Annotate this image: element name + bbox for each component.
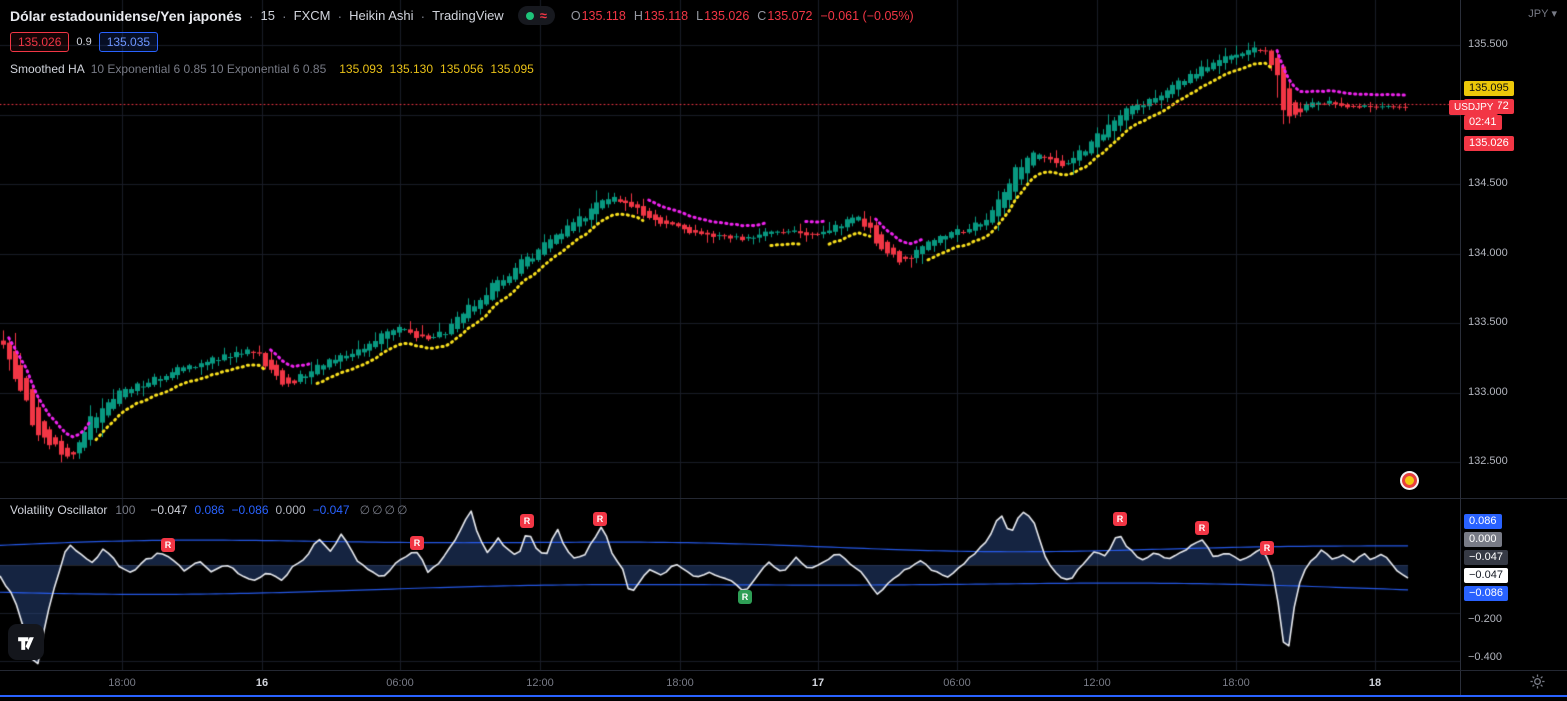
signal-marker: R <box>161 538 175 552</box>
indicator-value: 135.095 <box>490 62 534 76</box>
time-tick-label: 18:00 <box>666 677 694 689</box>
oscillator-tick-label: −0.400 <box>1468 651 1502 663</box>
axis-currency-selector[interactable]: JPY ▾ <box>1528 7 1557 21</box>
bar-countdown-badge: 02:41 <box>1464 115 1502 130</box>
price-tick-label: 134.000 <box>1468 246 1508 259</box>
time-tick-label: 06:00 <box>386 677 414 689</box>
symbol-title[interactable]: Dólar estadounidense/Yen japonés <box>10 7 242 24</box>
indicator-param: 100 <box>115 503 136 517</box>
indicator-value: 0.086 <box>194 503 225 517</box>
indicator-value: 0.000 <box>275 503 306 517</box>
spread-value: 0.9 <box>76 36 92 48</box>
interval-label[interactable]: 15 <box>260 8 275 23</box>
time-tick-label: 16 <box>255 677 269 689</box>
approx-icon[interactable]: ≈ <box>539 8 547 23</box>
oscillator-value-badge: −0.047 <box>1464 568 1508 583</box>
time-tick-label: 06:00 <box>943 677 971 689</box>
high-value: 135.118 <box>643 8 689 23</box>
brand-label: TradingView <box>432 8 504 23</box>
separator: · <box>420 7 426 24</box>
time-axis[interactable]: 18:00 16 06:00 12:00 18:00 17 06:00 12:00 18:00 1… <box>0 670 1567 696</box>
close-label: C <box>757 8 767 23</box>
empty-set-icon: ∅ <box>372 503 383 517</box>
axis-settings-button[interactable] <box>1530 674 1545 694</box>
separator: · <box>337 7 343 24</box>
sell-price-button[interactable]: 135.026 <box>10 32 70 52</box>
low-value: 135.026 <box>704 8 750 23</box>
time-tick-label: 18:00 <box>1222 677 1250 689</box>
oscillator-value-badge: 0.000 <box>1464 532 1502 547</box>
time-tick-label: 12:00 <box>1083 677 1111 689</box>
exchange-label: FXCM <box>293 8 331 23</box>
oscillator-value-badge: 0.086 <box>1464 514 1502 529</box>
indicator-values: 135.093 135.130 135.056 135.095 <box>332 62 534 76</box>
empty-set-icon: ∅ <box>396 503 408 517</box>
status-pill[interactable]: ≈ <box>517 6 555 25</box>
low-price-badge: 135.026 <box>1464 136 1514 151</box>
pane-divider[interactable] <box>0 498 1567 499</box>
time-tick-label: 18:00 <box>108 677 136 689</box>
oscillator-tick-label: −0.200 <box>1468 613 1502 625</box>
chart-legend-header: Dólar estadounidense/Yen japonés · 15 · … <box>10 6 914 25</box>
change-value: −0.061 (−0.05%) <box>820 8 914 23</box>
indicator-value: 135.093 <box>339 62 383 76</box>
tradingview-logo[interactable] <box>8 624 44 660</box>
open-value: 135.118 <box>581 8 626 23</box>
indicator-value: 135.130 <box>389 62 434 76</box>
price-axis[interactable]: 135.500 134.500 134.000 133.500 133.000 132.5… <box>1460 0 1567 695</box>
chart-style-label: Heikin Ashi <box>349 8 414 23</box>
time-tick-label: 17 <box>811 677 825 689</box>
connection-dot-icon <box>525 11 534 20</box>
indicator-value-badge: 135.095 <box>1464 81 1514 96</box>
price-tick-label: 133.000 <box>1468 385 1508 398</box>
low-label: L <box>696 8 704 23</box>
price-tick-label: 133.500 <box>1468 316 1508 328</box>
main-price-chart[interactable] <box>0 0 1460 498</box>
empty-set-icon: ∅ <box>384 503 395 517</box>
indicator-name[interactable]: Volatility Oscillator <box>10 503 108 517</box>
oscillator-value-badge: −0.047 <box>1464 550 1508 565</box>
close-value: 135.072 <box>767 8 813 23</box>
empty-set-icon: ∅ <box>359 503 371 517</box>
indicator-value: −0.047 <box>150 503 188 517</box>
indicator-params: 10 Exponential 6 0.85 10 Exponential 6 0… <box>90 62 327 76</box>
volatility-oscillator-pane[interactable] <box>0 499 1460 670</box>
quote-row: 135.026 0.9 135.035 <box>10 32 159 52</box>
indicator-value: 135.056 <box>440 62 484 76</box>
empty-value-icons: ∅ ∅ ∅ ∅ <box>358 503 408 517</box>
signal-marker: R <box>410 536 424 550</box>
signal-marker: R <box>1195 521 1209 535</box>
indicator-legend-smoothed-ha[interactable]: Smoothed HA 10 Exponential 6 0.85 10 Exp… <box>10 62 534 76</box>
time-tick-label: 18 <box>1368 677 1382 689</box>
signal-marker: R <box>1260 541 1274 555</box>
signal-marker: R <box>738 590 752 604</box>
buy-price-button[interactable]: 135.035 <box>98 32 159 52</box>
price-tick-label: 132.500 <box>1468 455 1508 467</box>
price-tick-label: 135.500 <box>1468 38 1508 50</box>
indicator-value: −0.047 <box>312 503 350 517</box>
indicator-values: −0.047 0.086 −0.086 0.000 −0.047 <box>143 503 349 517</box>
signal-marker: R <box>593 512 607 526</box>
signal-marker: R <box>1113 512 1127 526</box>
time-tick-label: 12:00 <box>526 677 554 689</box>
oscillator-value-badge: −0.086 <box>1464 586 1508 601</box>
tradingview-logo-icon <box>18 637 34 650</box>
signal-marker: R <box>520 514 534 528</box>
indicator-legend-volatility-oscillator[interactable]: Volatility Oscillator 100 −0.047 0.086 −0.… <box>10 503 407 517</box>
separator: · <box>248 7 254 24</box>
gear-icon <box>1530 674 1545 689</box>
indicator-name[interactable]: Smoothed HA <box>10 62 85 76</box>
target-marker-icon <box>1402 473 1417 488</box>
chevron-down-icon: ▾ <box>1551 8 1557 20</box>
ohlc-readout: O135.118 H135.118 L135.026 C135.072 −0.0… <box>571 9 914 23</box>
currency-label: JPY <box>1528 7 1549 20</box>
indicator-value: −0.086 <box>231 503 269 517</box>
price-tick-label: 134.500 <box>1468 177 1508 189</box>
open-label: O <box>570 8 581 23</box>
symbol-price-tag: USDJPY <box>1449 100 1499 115</box>
separator: · <box>281 7 287 24</box>
high-label: H <box>633 8 643 23</box>
bottom-accent-bar <box>0 695 1567 697</box>
